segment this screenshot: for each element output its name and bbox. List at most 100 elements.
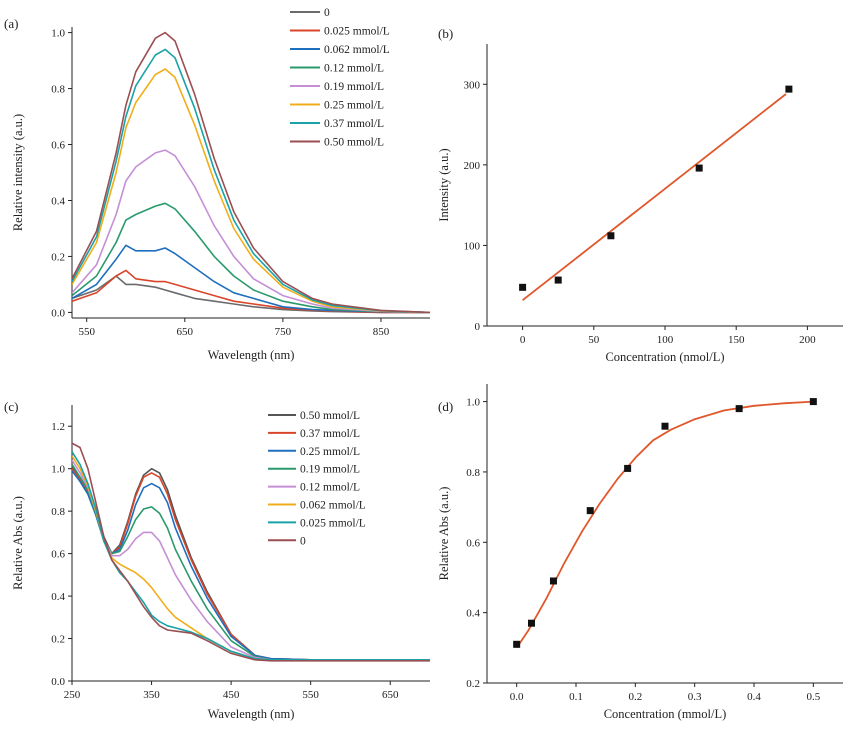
data-point xyxy=(735,405,743,413)
legend-label: 0 xyxy=(300,535,306,547)
legend-label: 0 xyxy=(324,7,330,19)
data-point xyxy=(549,577,557,585)
series-line xyxy=(72,459,430,661)
series-line xyxy=(72,442,430,662)
x-tick-label: 0.1 xyxy=(569,691,583,703)
y-tick-label: 0.6 xyxy=(51,549,65,561)
x-tick-label: 850 xyxy=(373,326,390,338)
x-axis-title: Wavelength (nm) xyxy=(208,707,295,721)
data-point xyxy=(695,164,703,172)
series-line xyxy=(72,455,430,661)
y-axis-title: Relative Abs (a.u.) xyxy=(437,487,451,581)
x-tick-label: 550 xyxy=(302,689,319,701)
x-tick-label: 0.0 xyxy=(510,691,524,703)
x-axis-title: Concentration (nmol/L) xyxy=(605,350,724,364)
legend-label: 0.37 mmol/L xyxy=(300,428,360,440)
x-tick-label: 150 xyxy=(728,334,745,346)
x-tick-label: 50 xyxy=(588,334,600,346)
chart-panel-1: (a) 550 650 750 850 0.0 0.2 0.4 0.6 0.8 1.0 Wavelen… xyxy=(4,7,430,362)
x-tick-label: 350 xyxy=(143,689,160,701)
y-tick-label: 0.8 xyxy=(51,506,65,518)
series-line xyxy=(72,463,430,661)
y-tick-label: 0.0 xyxy=(51,676,65,688)
data-point xyxy=(607,232,615,240)
legend-label: 0.025 mmol/L xyxy=(324,26,390,38)
x-axis-title: Concentration (mmol/L) xyxy=(604,707,727,721)
series-line xyxy=(72,275,430,314)
y-tick-label: 0.8 xyxy=(51,84,65,96)
y-tick-label: 0.0 xyxy=(51,307,65,319)
x-tick-label: 550 xyxy=(78,326,95,338)
legend-label: 0.025 mmol/L xyxy=(300,517,366,529)
chart-panel-3: (c) 250 350 450 550 650 0.0 0.2 0.4 0.6 0.8 1.0 1.2 W… xyxy=(4,399,430,721)
y-axis-title: Intensity (a.u.) xyxy=(437,148,451,221)
x-tick-label: 650 xyxy=(177,326,194,338)
x-tick-label: 750 xyxy=(275,326,292,338)
panel-label: (c) xyxy=(4,399,18,414)
data-point xyxy=(661,422,669,430)
data-point xyxy=(785,85,793,93)
legend-label: 0.12 mmol/L xyxy=(300,482,360,494)
x-tick-label: 200 xyxy=(799,334,816,346)
legend-label: 0.50 mmol/L xyxy=(324,137,384,149)
chart-panel-2: (b) 0 50 100 150 200 0 100 200 300 Concentration (… xyxy=(437,26,843,364)
y-tick-label: 300 xyxy=(464,79,481,91)
y-axis-title: Relative Abs (a.u.) xyxy=(11,496,25,590)
series-line xyxy=(72,244,430,314)
y-tick-label: 100 xyxy=(464,240,481,252)
y-tick-label: 1.0 xyxy=(466,397,480,409)
legend-label: 0.062 mmol/L xyxy=(300,500,366,512)
data-point xyxy=(809,398,817,406)
y-tick-label: 0.4 xyxy=(51,195,65,207)
legend-label: 0.12 mmol/L xyxy=(324,63,384,75)
data-point xyxy=(528,619,535,627)
legend-label: 0.37 mmol/L xyxy=(324,118,384,130)
panel-label: (d) xyxy=(438,399,453,414)
legend-label: 0.25 mmol/L xyxy=(324,100,384,112)
y-tick-label: 0.2 xyxy=(51,251,65,263)
series-line xyxy=(72,31,430,314)
fit-line xyxy=(522,93,787,301)
series-line xyxy=(72,451,430,661)
x-tick-label: 250 xyxy=(64,689,81,701)
series-line xyxy=(72,68,430,314)
series-line xyxy=(72,48,430,314)
y-tick-label: 0.6 xyxy=(466,537,480,549)
legend-label: 0.062 mmol/L xyxy=(324,44,390,56)
series-line xyxy=(72,468,430,661)
y-tick-label: 0.6 xyxy=(51,140,65,152)
legend-label: 0.25 mmol/L xyxy=(300,446,360,458)
legend-label: 0.50 mmol/L xyxy=(300,410,360,422)
x-tick-label: 0.4 xyxy=(747,691,761,703)
x-tick-label: 0.3 xyxy=(688,691,702,703)
x-tick-label: 0.5 xyxy=(806,691,820,703)
y-tick-label: 200 xyxy=(464,160,481,172)
y-tick-label: 1.2 xyxy=(51,421,65,433)
series-line xyxy=(72,470,430,661)
legend-label: 0.19 mmol/L xyxy=(300,464,360,476)
y-tick-label: 1.0 xyxy=(51,464,65,476)
y-axis-title: Relative intensity (a.u.) xyxy=(11,114,25,231)
data-point xyxy=(586,507,594,515)
panel-label: (a) xyxy=(4,16,18,31)
x-tick-label: 100 xyxy=(657,334,674,346)
series-line xyxy=(72,149,430,314)
panel-label: (b) xyxy=(438,26,453,41)
data-point xyxy=(624,464,632,472)
series-line xyxy=(72,466,430,661)
data-point xyxy=(513,640,521,648)
y-tick-label: 1.0 xyxy=(51,28,65,40)
data-point xyxy=(519,283,527,291)
y-tick-label: 0.4 xyxy=(51,591,65,603)
x-tick-label: 0.2 xyxy=(628,691,642,703)
y-tick-label: 0 xyxy=(475,321,481,333)
fit-line xyxy=(515,400,814,649)
legend-label: 0.19 mmol/L xyxy=(324,81,384,93)
x-tick-label: 0 xyxy=(520,334,526,346)
x-axis-title: Wavelength (nm) xyxy=(208,348,295,362)
chart-panel-4: (d) 0.0 0.1 0.2 0.3 0.4 0.5 0.2 0.4 0.6 0.8 1.0 Conc… xyxy=(437,384,843,721)
x-tick-label: 450 xyxy=(223,689,240,701)
y-tick-label: 0.2 xyxy=(466,678,480,690)
series-line xyxy=(72,202,430,314)
